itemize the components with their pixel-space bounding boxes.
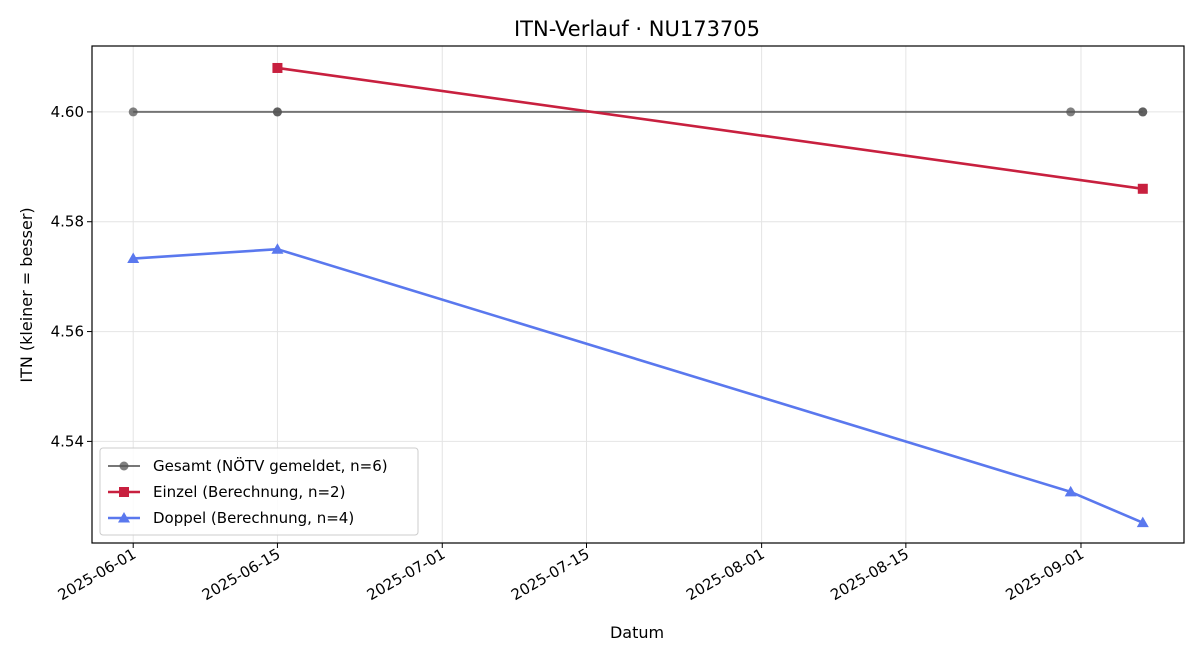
data-point bbox=[1138, 107, 1148, 117]
data-point bbox=[272, 107, 282, 117]
y-axis-label: ITN (kleiner = besser) bbox=[17, 207, 36, 382]
legend-item: Doppel (Berechnung, n=4) bbox=[108, 509, 354, 527]
data-point bbox=[271, 243, 284, 254]
legend-box bbox=[99, 447, 419, 536]
data-point bbox=[128, 107, 138, 117]
data-point bbox=[1066, 107, 1076, 117]
legend-marker bbox=[119, 487, 129, 497]
data-point bbox=[272, 62, 283, 73]
data-point bbox=[1137, 183, 1148, 194]
series-triangle bbox=[127, 243, 1149, 528]
legend: Gesamt (NÖTV gemeldet, n=6) Einzel (Berec… bbox=[99, 447, 419, 536]
series-circle bbox=[128, 107, 1148, 117]
y-tick-label: 4.56 bbox=[51, 323, 84, 341]
legend-label: Doppel (Berechnung, n=4) bbox=[153, 509, 354, 527]
series-line bbox=[133, 247, 1144, 524]
plot-frame bbox=[91, 45, 1185, 544]
legend-label: Gesamt (NÖTV gemeldet, n=6) bbox=[153, 456, 388, 475]
data-point bbox=[1136, 516, 1149, 528]
data-point bbox=[1064, 485, 1077, 497]
series-layer bbox=[127, 62, 1149, 528]
y-tick-label: 4.54 bbox=[51, 432, 84, 450]
data-point bbox=[127, 252, 140, 264]
legend-label: Einzel (Berechnung, n=2) bbox=[153, 483, 345, 501]
series-line bbox=[277, 66, 1143, 191]
chart-title: ITN-Verlauf · NU173705 bbox=[514, 17, 760, 41]
legend-item: Gesamt (NÖTV gemeldet, n=6) bbox=[108, 456, 388, 475]
y-tick-label: 4.60 bbox=[51, 103, 84, 121]
x-axis-label: Datum bbox=[610, 623, 664, 642]
legend-marker bbox=[118, 512, 130, 523]
legend-marker bbox=[119, 461, 129, 471]
series-square bbox=[272, 62, 1148, 194]
y-axis: 4.54 4.56 4.58 4.60 bbox=[51, 103, 92, 450]
y-tick-label: 4.58 bbox=[51, 213, 84, 231]
legend-item: Einzel (Berechnung, n=2) bbox=[108, 483, 345, 501]
